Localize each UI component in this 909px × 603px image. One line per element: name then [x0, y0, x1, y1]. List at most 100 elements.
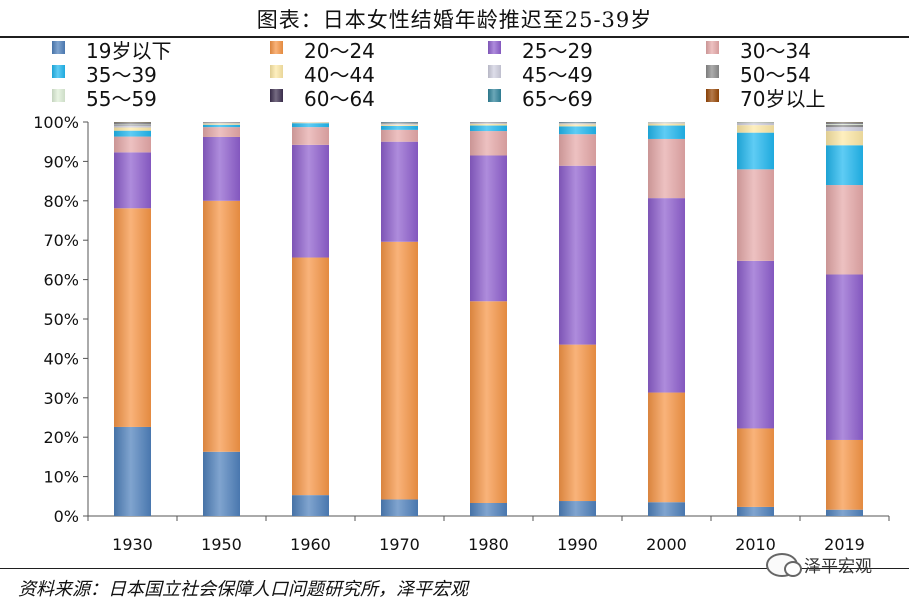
bar-segment — [648, 123, 685, 126]
legend-item: 45～49 — [488, 63, 593, 87]
bar-segment — [737, 123, 774, 126]
legend-swatch — [270, 89, 283, 102]
bar-segment — [470, 123, 507, 124]
bar-segment — [381, 123, 418, 125]
bar-segment — [826, 124, 863, 128]
legend-label: 60～64 — [304, 87, 375, 111]
y-tick-label: 90% — [43, 152, 79, 171]
bar-segment — [826, 127, 863, 132]
bar-segment — [381, 125, 418, 130]
source-note: 资料来源：日本国立社会保障人口问题研究所，泽平宏观 — [18, 579, 468, 600]
y-tick-label: 40% — [43, 349, 79, 368]
bar-segment — [203, 200, 240, 452]
legend-swatch — [270, 41, 283, 54]
bar-segment — [114, 122, 151, 124]
legend-swatch — [52, 41, 65, 54]
bar-segment — [292, 144, 329, 258]
bar-segment — [203, 124, 240, 128]
bar-segment — [381, 124, 418, 126]
bar-segment — [559, 134, 596, 166]
x-tick-label: 1930 — [112, 535, 153, 554]
x-tick-label: 1960 — [290, 535, 331, 554]
legend-swatch — [488, 65, 501, 78]
bar-segment — [826, 131, 863, 146]
wechat-icon — [766, 552, 802, 577]
legend-label: 20～24 — [304, 39, 375, 63]
bar-segment — [292, 127, 329, 145]
legend-label: 70岁以上 — [740, 87, 825, 111]
bar-segment — [292, 123, 329, 128]
bar-segment — [737, 428, 774, 507]
legend-label: 55～59 — [86, 87, 157, 111]
bar-segment — [559, 123, 596, 125]
bar-segment — [648, 198, 685, 393]
legend-label: 65～69 — [522, 87, 593, 111]
bar-segment — [381, 241, 418, 500]
legend-label: 25～29 — [522, 39, 593, 63]
bar-segment — [292, 122, 329, 124]
bar-segment — [648, 138, 685, 199]
bar-segment — [826, 145, 863, 186]
bar-segment — [114, 124, 151, 126]
bar-segment — [826, 123, 863, 125]
x-tick-label: 1970 — [379, 535, 420, 554]
legend-item: 25～29 — [488, 39, 593, 63]
bar-segment — [826, 509, 863, 516]
legend-item: 70岁以上 — [706, 87, 825, 111]
legend-item: 60～64 — [270, 87, 375, 111]
bar-segment — [203, 123, 240, 125]
bar-segment — [648, 125, 685, 139]
bar-segment — [737, 169, 774, 261]
bar-segment — [203, 451, 240, 516]
bar-segment — [114, 127, 151, 131]
bar-segment — [470, 502, 507, 516]
bar-segment — [470, 131, 507, 156]
y-tick-label: 60% — [43, 271, 79, 290]
bar-segment — [648, 392, 685, 503]
y-tick-label: 80% — [43, 192, 79, 211]
bar-segment — [470, 123, 507, 126]
legend-swatch — [706, 65, 719, 78]
bar-segment — [114, 136, 151, 153]
bar-segment — [114, 426, 151, 516]
x-tick-label: 2010 — [735, 535, 776, 554]
bar-segment — [470, 125, 507, 132]
legend-swatch — [488, 41, 501, 54]
bar-segment — [737, 260, 774, 429]
y-tick-label: 50% — [43, 310, 79, 329]
legend-item: 19岁以下 — [52, 39, 171, 63]
chart-title: 图表：日本女性结婚年龄推迟至25-39岁 — [256, 8, 653, 32]
bar-segment — [559, 124, 596, 127]
bar-segment — [292, 257, 329, 496]
bar-segment — [826, 122, 863, 124]
x-tick-label: 2019 — [824, 535, 865, 554]
legend-item: 50～54 — [706, 63, 811, 87]
legend-label: 35～39 — [86, 63, 157, 87]
bar-segment — [470, 155, 507, 302]
bar-segment — [737, 122, 774, 124]
bar-segment — [826, 439, 863, 510]
legend-label: 45～49 — [522, 63, 593, 87]
bar-segment — [114, 123, 151, 125]
legend-swatch — [52, 89, 65, 102]
bar-segment — [381, 129, 418, 142]
legend-swatch — [52, 65, 65, 78]
x-tick-label: 2000 — [646, 535, 687, 554]
bar-segment — [737, 506, 774, 516]
legend-swatch — [706, 41, 719, 54]
bar-segment — [559, 165, 596, 345]
legend-label: 30～34 — [740, 39, 811, 63]
x-tick-label: 1980 — [468, 535, 509, 554]
bar-segment — [381, 123, 418, 124]
bar-segment — [559, 126, 596, 135]
legend-swatch — [706, 89, 719, 102]
legend-label: 19岁以下 — [86, 39, 171, 63]
bar-segment — [292, 495, 329, 516]
legend-item: 55～59 — [52, 87, 157, 111]
legend-item: 65～69 — [488, 87, 593, 111]
legend-swatch — [270, 65, 283, 78]
legend-label: 50～54 — [740, 63, 811, 87]
bar-segment — [114, 152, 151, 209]
legend-label: 40～44 — [304, 63, 375, 87]
